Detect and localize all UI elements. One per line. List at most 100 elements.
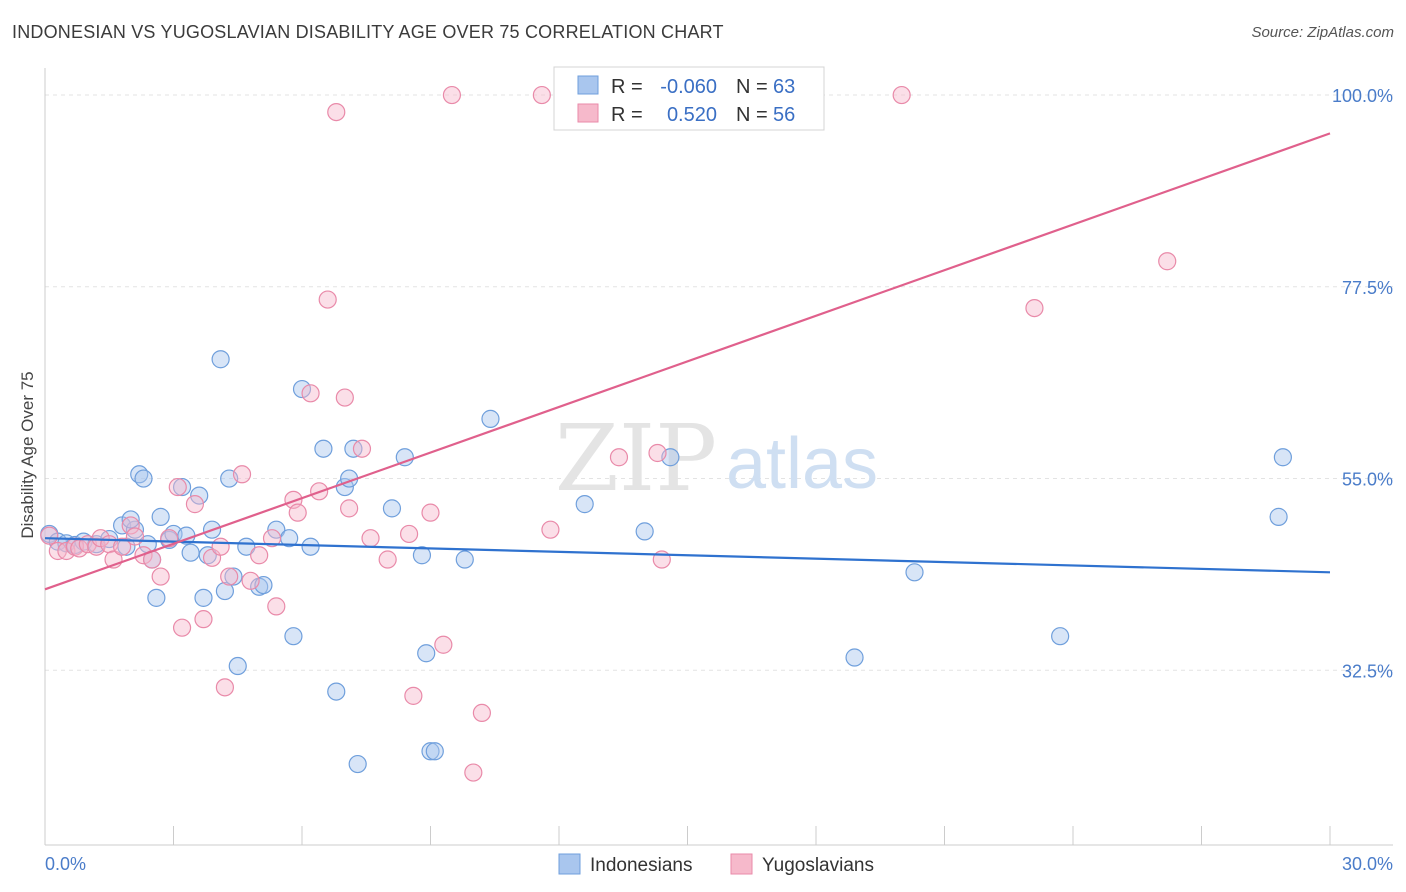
stats-box-frame — [553, 66, 825, 131]
point-yugoslavians — [262, 529, 282, 548]
point-yugoslavians — [185, 495, 205, 514]
point-yugoslavians — [421, 503, 440, 522]
source-label: Source: ZipAtlas.com — [1251, 24, 1394, 41]
point-indonesians — [181, 543, 200, 562]
stats-swatch-indonesians — [577, 75, 599, 95]
point-indonesians — [194, 588, 213, 607]
point-indonesians — [314, 439, 333, 458]
point-yugoslavians — [361, 529, 380, 548]
point-indonesians — [417, 644, 436, 663]
point-yugoslavians — [220, 567, 239, 586]
point-indonesians — [147, 588, 166, 607]
y-tick-label: 32.5% — [1342, 661, 1393, 681]
trend-lines — [44, 132, 1331, 591]
point-yugoslavians — [121, 516, 140, 535]
point-indonesians — [224, 567, 243, 586]
point-indonesians — [382, 499, 402, 518]
point-indonesians — [228, 656, 247, 676]
point-indonesians — [284, 627, 303, 646]
watermark-zip: ZIP — [555, 405, 717, 512]
point-yugoslavians — [404, 686, 423, 705]
point-indonesians — [845, 648, 864, 667]
legend-item-yugoslavians[interactable]: Yugoslavians — [730, 853, 874, 876]
point-yugoslavians — [267, 597, 286, 616]
trend-line-indonesians — [44, 537, 1331, 574]
point-yugoslavians — [532, 85, 551, 105]
point-indonesians — [215, 581, 234, 601]
stats-n-value-indonesians: 63 — [773, 76, 795, 98]
point-yugoslavians — [1025, 299, 1044, 318]
legend-item-indonesians[interactable]: Indonesians — [558, 853, 692, 876]
point-indonesians — [301, 537, 320, 556]
point-yugoslavians — [40, 526, 59, 545]
point-indonesians — [151, 507, 170, 526]
series-indonesians-points — [40, 350, 1292, 774]
point-indonesians — [348, 754, 367, 774]
x-tick-label-min: 0.0% — [45, 854, 86, 874]
point-yugoslavians — [194, 610, 213, 629]
point-yugoslavians — [1158, 252, 1177, 271]
x-tick-label-max: 30.0% — [1342, 854, 1393, 874]
point-yugoslavians — [335, 388, 354, 407]
x-tick-labels: 0.0% 30.0% — [45, 854, 1393, 874]
stats-swatch-yugoslavians — [577, 103, 599, 123]
point-yugoslavians — [211, 537, 230, 556]
axes — [44, 68, 1393, 846]
point-yugoslavians — [472, 703, 491, 723]
point-indonesians — [1273, 448, 1292, 467]
point-yugoslavians — [892, 85, 911, 105]
x-tick-marks — [44, 826, 1331, 845]
point-yugoslavians — [609, 448, 629, 467]
point-yugoslavians — [318, 290, 337, 309]
point-indonesians — [190, 486, 209, 505]
point-yugoslavians — [288, 503, 307, 522]
point-yugoslavians — [352, 439, 372, 458]
point-yugoslavians — [541, 520, 560, 539]
point-indonesians — [134, 469, 153, 488]
point-indonesians — [425, 742, 444, 761]
point-yugoslavians — [232, 465, 252, 484]
legend-label-yugoslavians: Yugoslavians — [762, 855, 874, 876]
y-tick-label: 55.0% — [1342, 470, 1393, 490]
point-yugoslavians — [125, 527, 145, 546]
point-yugoslavians — [112, 537, 132, 556]
point-yugoslavians — [168, 477, 187, 497]
stats-n-label-yugoslavians: N = — [736, 104, 768, 126]
point-indonesians — [1269, 507, 1288, 526]
stats-box: R = -0.060 N = 63 R = 0.520 N = 56 — [553, 66, 825, 131]
point-yugoslavians — [151, 567, 170, 586]
point-indonesians — [481, 409, 500, 428]
chart-title: INDONESIAN VS YUGOSLAVIAN DISABILITY AGE… — [12, 22, 724, 42]
gridlines — [45, 94, 1393, 671]
stats-r-label-indonesians: R = — [611, 76, 643, 98]
point-yugoslavians — [215, 678, 234, 697]
point-indonesians — [412, 546, 432, 565]
point-yugoslavians — [340, 499, 359, 518]
point-yugoslavians — [378, 550, 397, 569]
point-yugoslavians — [250, 546, 269, 565]
point-indonesians — [267, 520, 286, 539]
watermark-atlas: atlas — [726, 424, 878, 504]
y-tick-label: 77.5% — [1342, 278, 1393, 298]
legend-swatch-indonesians — [558, 853, 581, 875]
point-indonesians — [172, 477, 192, 497]
stats-r-label-yugoslavians: R = — [611, 104, 643, 126]
point-yugoslavians — [241, 571, 260, 590]
stats-n-label-indonesians: N = — [736, 76, 768, 98]
legend-swatch-yugoslavians — [730, 853, 753, 875]
point-indonesians — [905, 563, 924, 582]
point-yugoslavians — [327, 102, 346, 122]
point-yugoslavians — [648, 443, 667, 463]
point-indonesians — [327, 682, 346, 701]
stats-r-value-indonesians: -0.060 — [660, 76, 717, 98]
stats-r-value-yugoslavians: 0.520 — [667, 104, 717, 126]
point-indonesians — [121, 510, 140, 529]
point-yugoslavians — [399, 524, 419, 544]
point-indonesians — [292, 379, 312, 399]
point-yugoslavians — [442, 85, 462, 105]
trend-line-yugoslavians — [44, 132, 1331, 591]
y-tick-labels: 32.5% 55.0% 77.5% 100.0% — [1332, 86, 1393, 681]
point-indonesians — [575, 495, 594, 514]
stats-n-value-yugoslavians: 56 — [773, 104, 795, 126]
